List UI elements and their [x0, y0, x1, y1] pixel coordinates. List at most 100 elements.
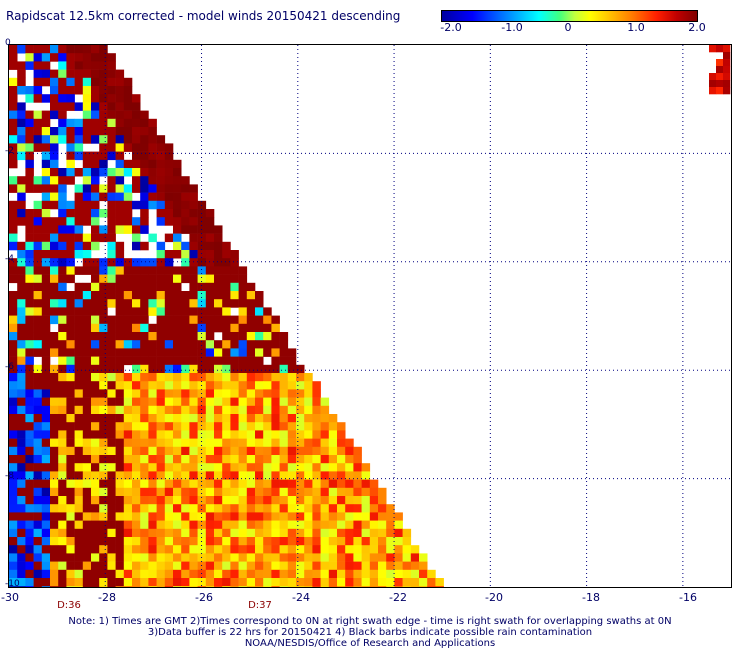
wind-cell	[50, 168, 59, 177]
wind-cell	[205, 496, 215, 505]
wind-cell	[164, 455, 174, 464]
wind-cell	[33, 545, 43, 554]
wind-cell	[41, 586, 51, 587]
wind-cell	[394, 545, 403, 554]
wind-cell	[82, 397, 92, 407]
wind-cell	[50, 217, 59, 226]
wind-cell	[82, 53, 92, 62]
wind-cell	[58, 266, 67, 275]
wind-cell	[181, 291, 190, 300]
wind-cell	[345, 545, 354, 554]
wind-cell	[214, 422, 223, 431]
wind-cell	[156, 471, 166, 480]
wind-cell	[91, 463, 100, 472]
wind-cell	[271, 479, 280, 489]
wind-cell	[148, 200, 157, 210]
wind-cell	[197, 348, 207, 357]
wind-cell	[132, 110, 141, 120]
wind-cell	[115, 512, 125, 521]
wind-cell	[230, 438, 239, 448]
wind-cell	[9, 159, 18, 169]
wind-cell	[123, 209, 133, 218]
wind-cell	[222, 422, 231, 431]
wind-cell	[238, 397, 248, 407]
wind-cell	[123, 356, 133, 366]
wind-cell	[148, 258, 157, 267]
wind-cell	[164, 184, 174, 193]
wind-cell	[189, 422, 198, 431]
wind-cell	[123, 471, 133, 480]
wind-cell	[107, 151, 116, 161]
wind-cell	[312, 520, 321, 530]
wind-cell	[271, 405, 280, 415]
wind-cell	[99, 86, 108, 95]
wind-cell	[386, 537, 395, 546]
footnote-credit: NOAA/NESDIS/Office of Research and Appli…	[244, 638, 496, 649]
wind-cell	[238, 307, 248, 316]
wind-cell	[205, 487, 215, 497]
wind-cell	[148, 561, 157, 571]
wind-cell	[164, 389, 174, 398]
wind-cell	[148, 291, 157, 300]
wind-cell	[205, 561, 215, 571]
wind-cell	[132, 479, 141, 489]
wind-cell	[41, 192, 51, 202]
wind-cell	[99, 94, 108, 103]
wind-cell	[115, 340, 125, 349]
wind-cell	[304, 537, 313, 546]
wind-cell	[115, 528, 125, 538]
wind-cell	[189, 381, 198, 390]
wind-cell	[9, 323, 18, 333]
wind-cell	[91, 512, 100, 521]
wind-cell	[17, 397, 26, 407]
wind-cell	[74, 69, 84, 79]
wind-cell	[140, 479, 149, 489]
wind-cell	[246, 512, 256, 521]
wind-cell	[378, 537, 387, 546]
wind-cell	[132, 446, 141, 456]
wind-cell	[181, 520, 190, 530]
wind-cell	[238, 373, 248, 382]
wind-cell	[173, 446, 182, 456]
wind-cell	[181, 323, 190, 333]
wind-cell	[91, 446, 100, 456]
wind-cell	[205, 537, 215, 546]
wind-cell	[123, 569, 133, 579]
wind-cell	[74, 192, 84, 202]
wind-cell	[140, 471, 149, 480]
wind-cell	[222, 586, 231, 587]
wind-cell	[287, 553, 297, 562]
wind-cell	[58, 135, 67, 144]
wind-cell	[91, 200, 100, 210]
wind-cell	[41, 299, 51, 308]
wind-cell	[271, 373, 280, 382]
wind-cell	[173, 430, 182, 439]
wind-cell	[271, 348, 280, 357]
wind-cell	[361, 586, 371, 587]
wind-cell	[255, 487, 264, 497]
wind-cell	[99, 184, 108, 193]
wind-cell	[41, 168, 51, 177]
wind-cell	[189, 364, 198, 374]
wind-cell	[74, 446, 84, 456]
wind-cell	[255, 315, 264, 325]
wind-cell	[164, 258, 174, 267]
wind-cell	[58, 233, 67, 243]
wind-cell	[9, 446, 18, 456]
wind-cell	[50, 471, 59, 480]
wind-cell	[197, 323, 207, 333]
wind-cell	[140, 291, 149, 300]
wind-cell	[304, 397, 313, 407]
wind-cell	[246, 389, 256, 398]
wind-cell	[50, 143, 59, 152]
wind-cell	[246, 471, 256, 480]
wind-cell	[58, 332, 67, 341]
wind-cell	[164, 381, 174, 390]
wind-cell	[419, 569, 428, 579]
wind-cell	[255, 381, 264, 390]
wind-cell	[296, 586, 305, 587]
wind-cell	[99, 389, 108, 398]
wind-cell	[214, 397, 223, 407]
wind-cell	[50, 315, 59, 325]
wind-cell	[74, 405, 84, 415]
